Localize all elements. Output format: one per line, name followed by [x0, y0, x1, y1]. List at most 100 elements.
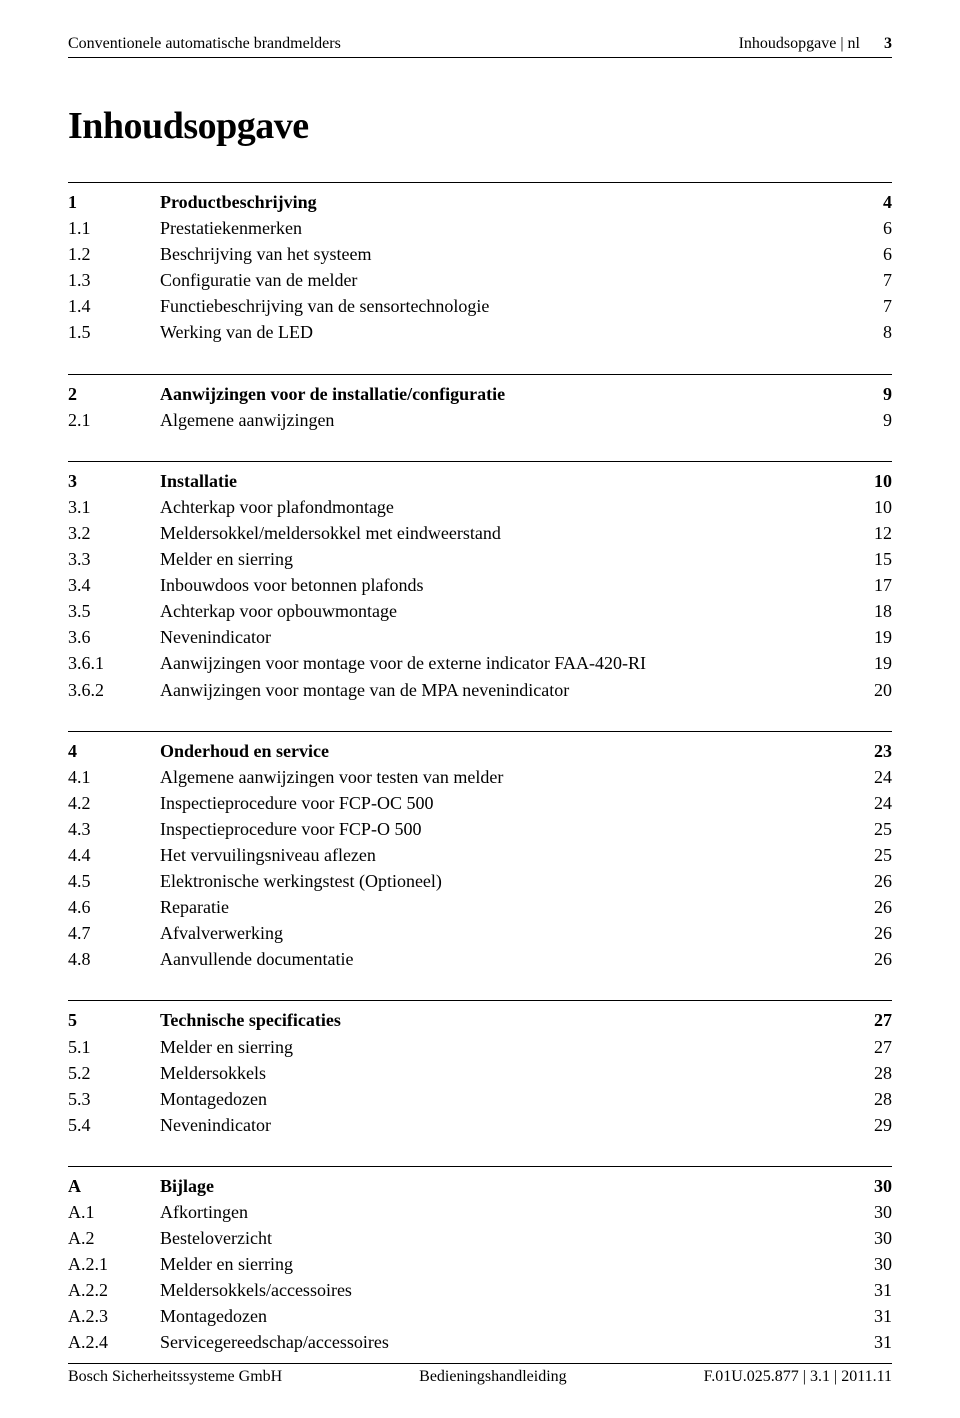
header-page-number: 3	[884, 35, 892, 52]
toc-row-head: 3Installatie10	[68, 468, 892, 494]
toc-num: 1.2	[68, 241, 160, 267]
toc-num: 2.1	[68, 407, 160, 433]
toc-title: Montagedozen	[160, 1303, 852, 1329]
toc-title: Configuratie van de melder	[160, 267, 852, 293]
toc-page: 25	[852, 816, 892, 842]
toc-row: 5.2Meldersokkels28	[68, 1060, 892, 1086]
toc-row: 4.2Inspectieprocedure voor FCP-OC 50024	[68, 790, 892, 816]
page: Conventionele automatische brandmelders …	[0, 0, 960, 1418]
toc-num: 5	[68, 1007, 160, 1033]
footer-doc-type: Bedieningshandleiding	[419, 1368, 567, 1386]
toc-num: 4.6	[68, 894, 160, 920]
toc-title: Meldersokkels/accessoires	[160, 1277, 852, 1303]
toc-page: 30	[852, 1251, 892, 1277]
toc-num: A.1	[68, 1199, 160, 1225]
toc-row-head: 5Technische specificaties27	[68, 1007, 892, 1033]
toc-num: A.2.1	[68, 1251, 160, 1277]
toc-num: 4.5	[68, 868, 160, 894]
toc-num: 3.6	[68, 624, 160, 650]
toc-page: 7	[852, 293, 892, 319]
toc-title: Melder en sierring	[160, 1034, 852, 1060]
toc-row: 5.3Montagedozen28	[68, 1086, 892, 1112]
toc-num: 4.3	[68, 816, 160, 842]
table-of-contents: 1Productbeschrijving41.1Prestatiekenmerk…	[68, 182, 892, 1356]
toc-title: Aanwijzingen voor montage voor de extern…	[160, 650, 852, 676]
toc-title: Werking van de LED	[160, 319, 852, 345]
toc-page: 19	[852, 624, 892, 650]
toc-page: 28	[852, 1086, 892, 1112]
toc-page: 30	[852, 1173, 892, 1199]
toc-section-head: 3Installatie10	[68, 461, 892, 494]
toc-row: 4.8Aanvullende documentatie26	[68, 946, 892, 972]
toc-row: 4.1Algemene aanwijzingen voor testen van…	[68, 764, 892, 790]
page-header: Conventionele automatische brandmelders …	[68, 35, 892, 58]
toc-row: 2.1Algemene aanwijzingen9	[68, 407, 892, 433]
toc-num: 5.1	[68, 1034, 160, 1060]
toc-title: Nevenindicator	[160, 1112, 852, 1138]
toc-row: 1.1Prestatiekenmerken6	[68, 215, 892, 241]
toc-section-head: ABijlage30	[68, 1166, 892, 1199]
toc-section: 1Productbeschrijving41.1Prestatiekenmerk…	[68, 182, 892, 346]
toc-section: 5Technische specificaties275.1Melder en …	[68, 1000, 892, 1137]
toc-row: 1.3Configuratie van de melder7	[68, 267, 892, 293]
toc-page: 26	[852, 894, 892, 920]
toc-page: 27	[852, 1007, 892, 1033]
toc-row: A.2.2Meldersokkels/accessoires31	[68, 1277, 892, 1303]
toc-title: Meldersokkel/meldersokkel met eindweerst…	[160, 520, 852, 546]
footer-company: Bosch Sicherheitssysteme GmbH	[68, 1368, 282, 1386]
toc-num: 4.8	[68, 946, 160, 972]
toc-num: 3	[68, 468, 160, 494]
toc-page: 31	[852, 1329, 892, 1355]
toc-page: 25	[852, 842, 892, 868]
toc-page: 15	[852, 546, 892, 572]
toc-section: ABijlage30A.1Afkortingen30A.2Besteloverz…	[68, 1166, 892, 1356]
header-section: Inhoudsopgave | nl 3	[739, 35, 892, 53]
footer-doc-id: F.01U.025.877 | 3.1 | 2011.11	[704, 1368, 892, 1386]
toc-page: 26	[852, 946, 892, 972]
toc-title: Inspectieprocedure voor FCP-O 500	[160, 816, 852, 842]
toc-row: 3.1Achterkap voor plafondmontage10	[68, 494, 892, 520]
toc-num: 4.7	[68, 920, 160, 946]
toc-row: 3.6Nevenindicator19	[68, 624, 892, 650]
toc-section: 4Onderhoud en service234.1Algemene aanwi…	[68, 731, 892, 973]
page-footer: Bosch Sicherheitssysteme GmbH Bedienings…	[68, 1363, 892, 1386]
toc-title: Reparatie	[160, 894, 852, 920]
toc-page: 4	[852, 189, 892, 215]
toc-num: 4.4	[68, 842, 160, 868]
toc-row: A.2.4Servicegereedschap/accessoires31	[68, 1329, 892, 1355]
toc-row-head: 4Onderhoud en service23	[68, 738, 892, 764]
toc-page: 23	[852, 738, 892, 764]
toc-page: 26	[852, 920, 892, 946]
page-title: Inhoudsopgave	[68, 104, 892, 148]
toc-row: 3.5Achterkap voor opbouwmontage18	[68, 598, 892, 624]
header-doc-title: Conventionele automatische brandmelders	[68, 35, 341, 53]
toc-num: 3.1	[68, 494, 160, 520]
toc-num: 1.5	[68, 319, 160, 345]
toc-page: 30	[852, 1225, 892, 1251]
toc-num: 1.3	[68, 267, 160, 293]
toc-page: 18	[852, 598, 892, 624]
toc-page: 27	[852, 1034, 892, 1060]
toc-title: Algemene aanwijzingen	[160, 407, 852, 433]
toc-title: Onderhoud en service	[160, 738, 852, 764]
toc-num: A.2.3	[68, 1303, 160, 1329]
toc-section-head: 1Productbeschrijving4	[68, 182, 892, 215]
toc-title: Achterkap voor plafondmontage	[160, 494, 852, 520]
toc-num: 3.6.2	[68, 677, 160, 703]
toc-row: 3.2Meldersokkel/meldersokkel met eindwee…	[68, 520, 892, 546]
toc-section-head: 2Aanwijzingen voor de installatie/config…	[68, 374, 892, 407]
toc-title: Algemene aanwijzingen voor testen van me…	[160, 764, 852, 790]
toc-title: Bijlage	[160, 1173, 852, 1199]
toc-page: 26	[852, 868, 892, 894]
toc-title: Beschrijving van het systeem	[160, 241, 852, 267]
toc-num: 1.4	[68, 293, 160, 319]
toc-title: Aanwijzingen voor montage van de MPA nev…	[160, 677, 852, 703]
toc-num: 5.4	[68, 1112, 160, 1138]
toc-num: 4	[68, 738, 160, 764]
toc-row: 1.5Werking van de LED8	[68, 319, 892, 345]
toc-title: Functiebeschrijving van de sensortechnol…	[160, 293, 852, 319]
toc-title: Melder en sierring	[160, 1251, 852, 1277]
toc-page: 6	[852, 241, 892, 267]
toc-row-head: 1Productbeschrijving4	[68, 189, 892, 215]
toc-title: Servicegereedschap/accessoires	[160, 1329, 852, 1355]
